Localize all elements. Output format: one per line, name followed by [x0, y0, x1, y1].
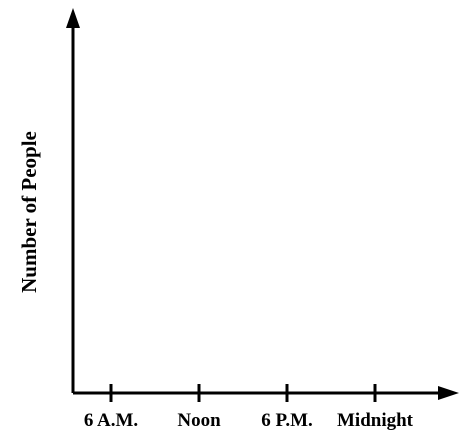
y-axis-arrowhead [66, 8, 80, 28]
x-tick-label: Midnight [337, 410, 414, 431]
x-axis-ticks: 6 A.M. Noon 6 P.M. Midnight [84, 384, 414, 431]
x-tick-label: 6 A.M. [84, 410, 138, 431]
x-tick-label: Noon [177, 410, 221, 431]
x-tick-label: 6 P.M. [261, 410, 313, 431]
y-axis-title: Number of People [17, 131, 41, 293]
x-axis-arrowhead [438, 386, 459, 400]
